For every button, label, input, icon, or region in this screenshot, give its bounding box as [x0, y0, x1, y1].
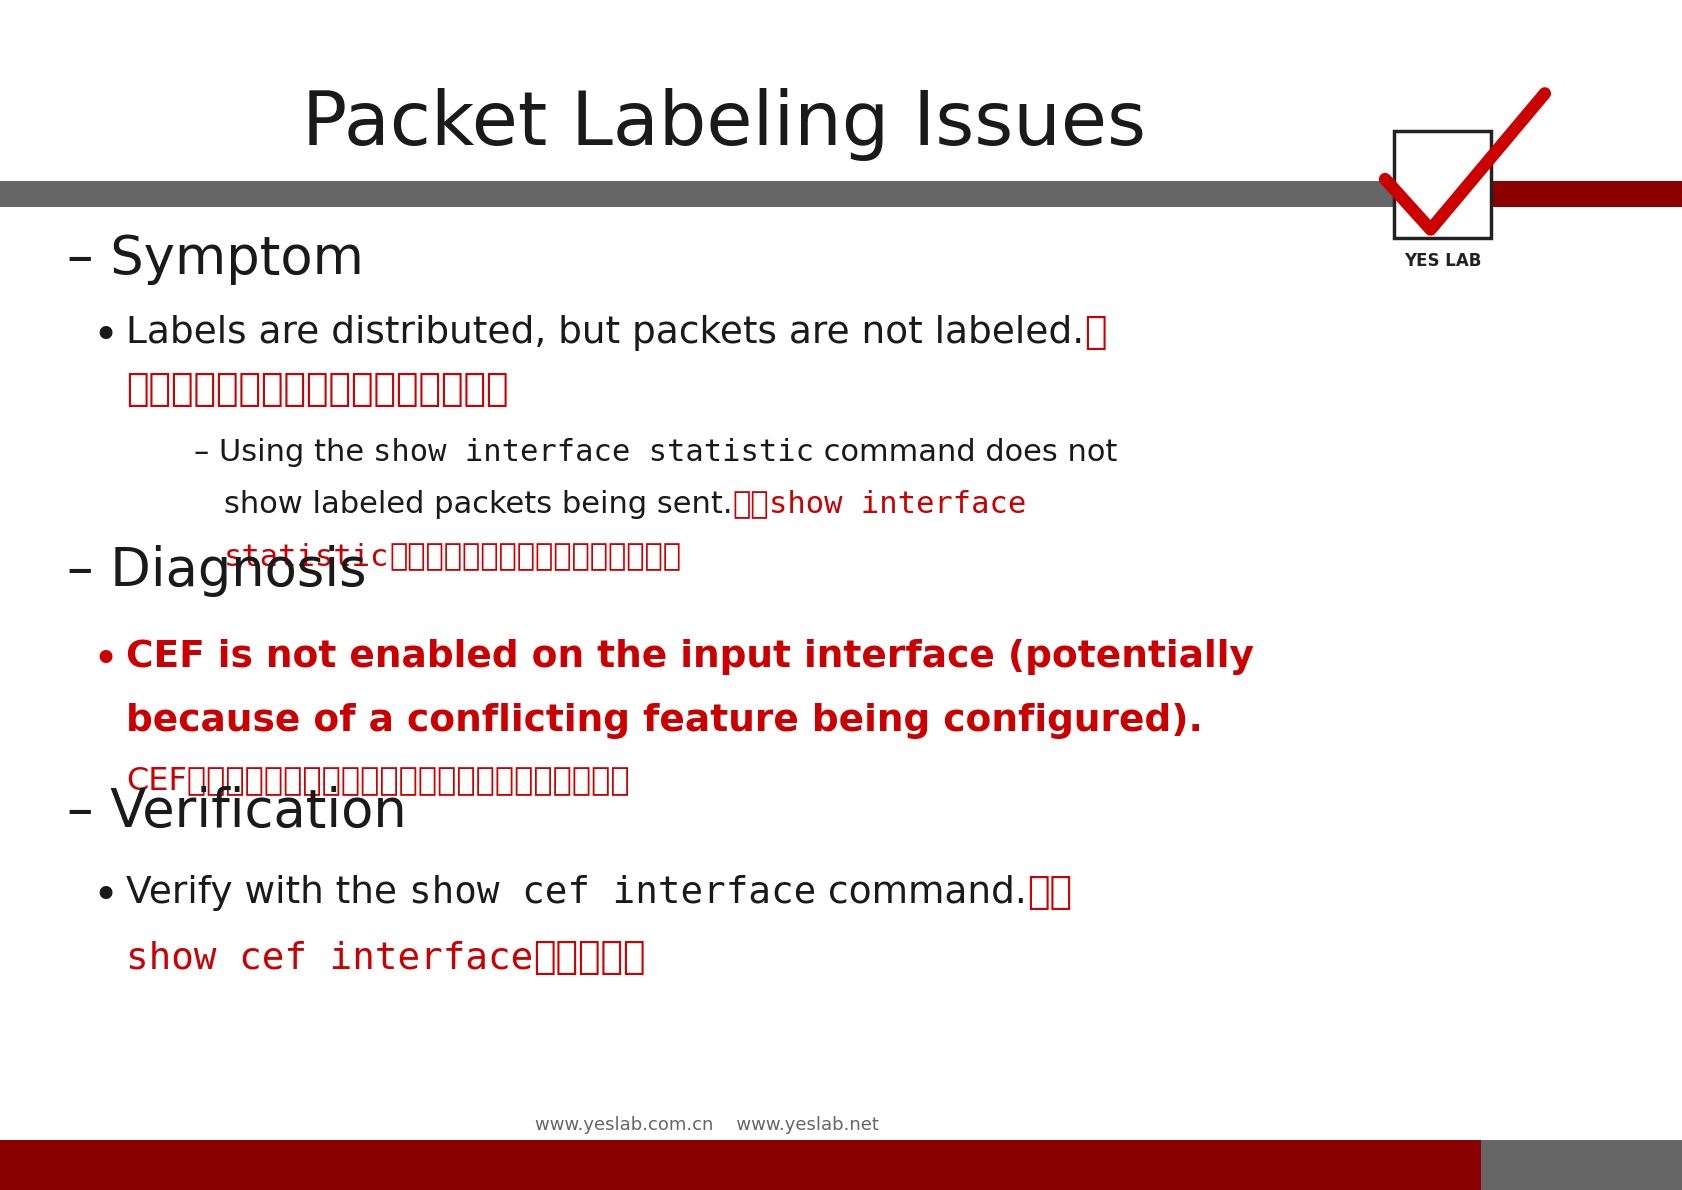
Text: show interface statistic: show interface statistic [373, 438, 814, 466]
Bar [1480, 1140, 1682, 1190]
Text: 命令不显示发送的标签数据包。诊断: 命令不显示发送的标签数据包。诊断 [389, 543, 681, 571]
Text: •: • [93, 639, 119, 682]
Text: command does not: command does not [814, 438, 1117, 466]
Text: CEF未在输入接口上启用（可能由于配置冲突的功能）。: CEF未在输入接口上启用（可能由于配置冲突的功能）。 [126, 765, 629, 796]
Text: statistic: statistic [224, 543, 389, 571]
Text: – Symptom: – Symptom [67, 233, 363, 286]
Text: 使用: 使用 [732, 490, 769, 519]
Text: CEF is not enabled on the input interface (potentially: CEF is not enabled on the input interfac… [126, 639, 1253, 675]
Text: 命令验证。: 命令验证。 [533, 940, 646, 976]
Text: because of a conflicting feature being configured).: because of a conflicting feature being c… [126, 703, 1203, 739]
Bar [1393, 131, 1490, 238]
Text: •: • [93, 875, 119, 917]
Text: command.: command. [816, 875, 1026, 910]
Text: – Diagnosis: – Diagnosis [67, 545, 367, 597]
Text: show interface: show interface [769, 490, 1026, 519]
Text: show cef interface: show cef interface [126, 940, 533, 976]
Text: YES LAB: YES LAB [1403, 252, 1480, 270]
Bar [0, 181, 1447, 207]
Text: show labeled packets being sent.: show labeled packets being sent. [224, 490, 732, 519]
Text: – Using the: – Using the [193, 438, 373, 466]
Text: •: • [93, 315, 119, 358]
Text: Labels are distributed, but packets are not labeled.: Labels are distributed, but packets are … [126, 315, 1083, 351]
Text: 使用: 使用 [1026, 875, 1071, 910]
Text: 签是分布式的，但是数据包没有标记。: 签是分布式的，但是数据包没有标记。 [126, 372, 508, 408]
Text: Verify with the: Verify with the [126, 875, 409, 910]
Text: Packet Labeling Issues: Packet Labeling Issues [301, 88, 1145, 162]
Text: – Verification: – Verification [67, 785, 407, 838]
Text: show cef interface: show cef interface [409, 875, 816, 910]
Text: 标: 标 [1083, 315, 1107, 351]
Text: www.yeslab.com.cn    www.yeslab.net: www.yeslab.com.cn www.yeslab.net [535, 1115, 878, 1134]
Bar [0, 1140, 1480, 1190]
Bar [1447, 181, 1682, 207]
